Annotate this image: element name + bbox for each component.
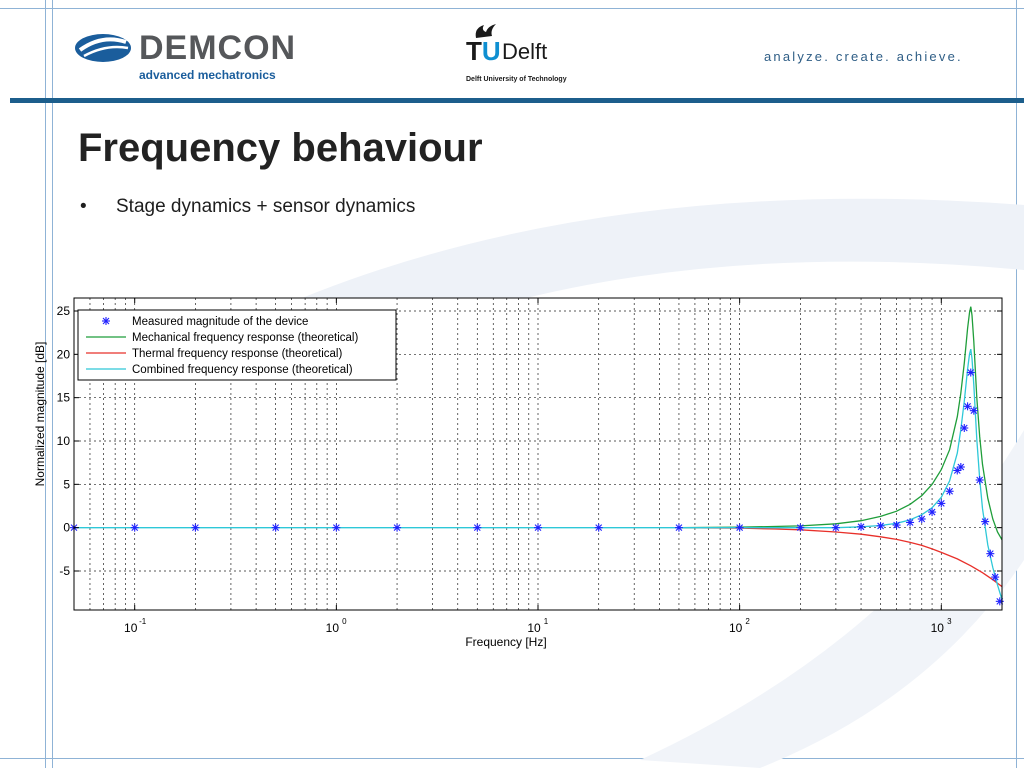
x-tick-label: 10	[527, 621, 541, 635]
legend-marker	[102, 317, 110, 325]
tu-letter-t: T	[466, 36, 482, 66]
tu-wordmark: TU	[466, 36, 501, 66]
measured-point	[674, 523, 683, 532]
y-tick-label: 15	[57, 391, 71, 405]
measured-point	[271, 523, 280, 532]
x-tick-exponent: 2	[745, 617, 750, 626]
company-tagline: analyze. create. achieve.	[764, 49, 963, 64]
x-tick-label: 10	[124, 621, 138, 635]
measured-point	[831, 523, 840, 532]
frame-line	[52, 0, 53, 768]
measured-point	[906, 518, 915, 527]
measured-point	[332, 523, 341, 532]
measured-point	[937, 499, 946, 508]
frame-line	[0, 8, 1024, 9]
legend: Measured magnitude of the device Mechanic…	[77, 309, 397, 381]
frame-line	[45, 0, 46, 768]
measured-point	[917, 515, 926, 523]
measured-point	[892, 521, 901, 530]
x-axis-label: Frequency [Hz]	[465, 635, 546, 649]
x-tick-label: 10	[931, 621, 945, 635]
series-layer	[70, 306, 1004, 606]
x-tick-label: 10	[729, 621, 743, 635]
y-tick-label: 25	[57, 304, 71, 318]
flame-icon	[475, 24, 496, 38]
measured-point	[975, 476, 984, 484]
y-tick-label: -5	[59, 564, 70, 578]
measured-point	[857, 522, 866, 531]
tudelft-logo: TU Delft Delft University of Technology	[464, 22, 594, 88]
series-line-2	[678, 527, 1003, 588]
measured-point	[876, 521, 885, 530]
measured-point	[963, 402, 972, 411]
measured-point	[735, 523, 744, 532]
measured-point	[594, 523, 603, 532]
series-line-1	[678, 306, 1003, 541]
frame-line	[0, 758, 1024, 759]
x-tick-exponent: -1	[139, 617, 147, 626]
demcon-wordmark: DEMCON	[139, 29, 297, 67]
measured-point	[393, 523, 402, 532]
series-line-3	[74, 348, 1003, 600]
tudelft-subtitle: Delft University of Technology	[466, 76, 567, 83]
measured-point	[945, 487, 954, 496]
measured-point	[956, 463, 965, 471]
x-tick-exponent: 3	[947, 617, 952, 626]
measured-point	[928, 508, 937, 517]
measured-point	[473, 523, 482, 532]
header-divider-bar	[10, 98, 1024, 103]
measured-point	[991, 573, 1000, 582]
delft-wordmark: Delft	[502, 39, 548, 64]
legend-entry: Mechanical frequency response (theoretic…	[132, 332, 358, 344]
bullet-marker: •	[80, 196, 87, 217]
y-tick-label: 0	[63, 521, 70, 535]
measured-point	[796, 523, 805, 532]
bullet-item: • Stage dynamics + sensor dynamics	[80, 196, 415, 218]
measured-point	[981, 517, 990, 526]
measured-point	[966, 368, 975, 377]
legend-entry: Measured magnitude of the device	[132, 316, 308, 328]
bullet-text: Stage dynamics + sensor dynamics	[116, 196, 416, 217]
y-tick-label: 10	[57, 434, 71, 448]
measured-point	[191, 523, 200, 532]
demcon-tagline: advanced mechatronics	[139, 68, 276, 82]
measured-point	[130, 523, 139, 532]
legend-entry: Combined frequency response (theoretical…	[132, 364, 353, 376]
measured-point	[969, 406, 978, 415]
measured-point	[986, 549, 995, 558]
x-tick-exponent: 1	[544, 617, 549, 626]
frame-line	[1016, 0, 1017, 768]
y-tick-label: 20	[57, 347, 71, 361]
x-tick-exponent: 0	[342, 617, 347, 626]
x-tick-label: 10	[326, 621, 340, 635]
slide-title: Frequency behaviour	[78, 126, 483, 170]
legend-entry: Thermal frequency response (theoretical)	[132, 348, 342, 360]
demcon-logo: DEMCON advanced mechatronics	[74, 29, 297, 86]
measured-point	[995, 597, 1004, 606]
tu-letter-u: U	[481, 36, 501, 66]
measured-point	[960, 424, 969, 432]
measured-point	[534, 523, 542, 532]
y-tick-label: 5	[63, 477, 70, 491]
y-axis-label: Normalized magnitude [dB]	[33, 342, 47, 487]
demcon-globe-icon	[75, 34, 131, 62]
legend-box	[77, 309, 397, 381]
